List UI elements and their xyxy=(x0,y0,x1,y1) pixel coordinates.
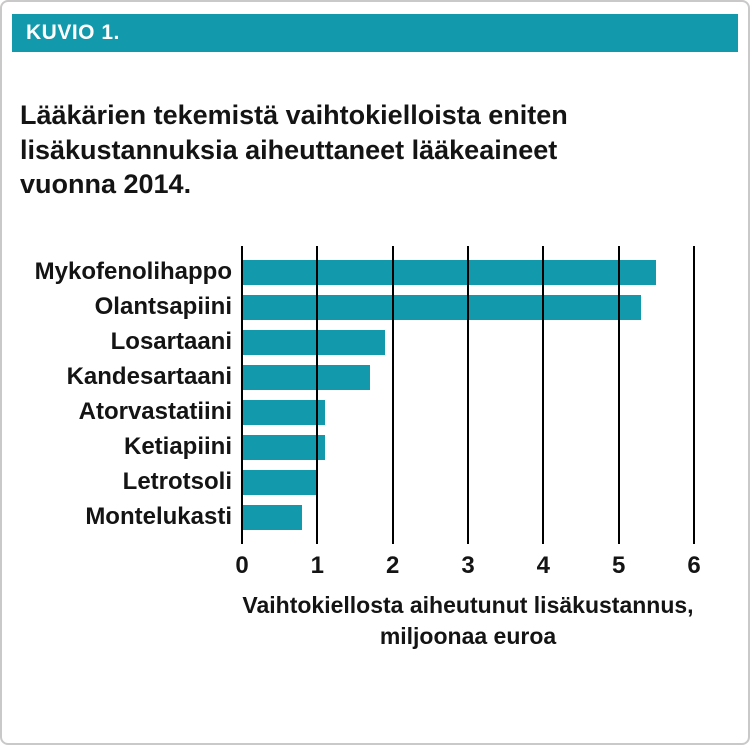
plot-wrap xyxy=(241,245,695,544)
bar-rows xyxy=(242,255,694,535)
x-tick-label: 1 xyxy=(310,551,325,579)
figure-title: Lääkärien tekemistä vaihtokielloista eni… xyxy=(20,100,568,200)
x-axis-label: Vaihtokiellosta aiheutunut lisäkustannus… xyxy=(242,591,694,649)
category-label: Atorvastatiini xyxy=(78,398,232,426)
category-label: Kandesartaani xyxy=(66,363,232,391)
gridline xyxy=(316,245,319,544)
category-label: Losartaani xyxy=(110,328,232,356)
bar-row xyxy=(242,395,694,430)
x-tick-label: 5 xyxy=(611,551,626,579)
x-tick-label: 0 xyxy=(235,551,249,579)
gridline xyxy=(391,245,394,544)
category-label: Olantsapiini xyxy=(94,293,232,321)
bar xyxy=(242,329,386,355)
category-labels: Mykofenolihappo Olantsapiini Losartaani Kan… xyxy=(12,246,242,544)
category-label: Montelukasti xyxy=(85,503,232,531)
x-tick-label: 4 xyxy=(536,551,551,579)
x-tick-label: 3 xyxy=(461,551,475,579)
plot-area xyxy=(241,245,695,544)
bar xyxy=(242,259,657,285)
bar-row xyxy=(242,430,694,465)
bar xyxy=(242,434,325,460)
bar-row xyxy=(242,325,694,360)
gridline xyxy=(467,245,469,544)
bar xyxy=(242,469,318,495)
bar xyxy=(242,294,642,320)
bar-row xyxy=(242,465,694,500)
bar xyxy=(242,399,325,425)
x-tick-label: 2 xyxy=(385,551,400,579)
x-axis-label-wrap: Vaihtokiellosta aiheutunut lisäkustannus… xyxy=(222,582,714,652)
category-label: Mykofenolihappo xyxy=(34,258,232,286)
bar-row xyxy=(242,255,694,290)
figure-header: KUVIO 1. xyxy=(12,14,738,52)
bar-row xyxy=(242,360,694,395)
bar xyxy=(242,364,371,390)
gridline xyxy=(617,245,620,544)
gridline xyxy=(693,245,695,544)
category-label: Letrotsoli xyxy=(122,468,232,496)
x-axis: 0 1 2 3 4 5 6 xyxy=(235,544,700,582)
x-tick-label: 6 xyxy=(687,551,701,579)
category-label: Ketiapiini xyxy=(123,433,232,461)
bar-row xyxy=(242,290,694,325)
gridline xyxy=(241,245,243,544)
bar-row xyxy=(242,500,694,535)
gridline xyxy=(542,245,545,544)
figure-label: KUVIO 1. xyxy=(26,21,120,44)
bar-chart: Mykofenolihappo Olantsapiini Losartaani Kan… xyxy=(12,245,738,544)
bar xyxy=(242,504,303,530)
